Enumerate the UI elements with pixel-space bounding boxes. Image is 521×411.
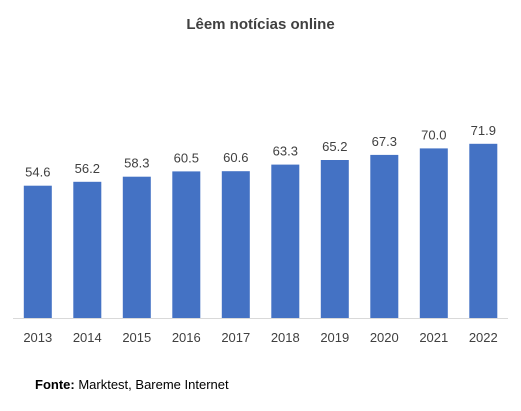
value-label-2017: 60.6: [223, 150, 248, 165]
source-text: Marktest, Bareme Internet: [74, 377, 229, 392]
x-tick-labels-layer: 2013 2014 2015 2016 2017 2018 2019 2020 2021 2022: [23, 330, 497, 345]
bar-2015: [122, 176, 151, 318]
x-tick-label-2014: 2014: [73, 330, 102, 345]
value-label-2015: 58.3: [124, 156, 149, 171]
bar-2022: [469, 143, 498, 318]
x-tick-label-2019: 2019: [320, 330, 349, 345]
value-label-2018: 63.3: [273, 144, 298, 159]
x-tick-label-2020: 2020: [370, 330, 399, 345]
bar-2018: [271, 164, 300, 318]
value-label-2020: 67.3: [372, 134, 397, 149]
x-tick-label-2018: 2018: [271, 330, 300, 345]
bars-layer: [23, 143, 498, 318]
value-label-2019: 65.2: [322, 139, 347, 154]
value-labels-layer: 54.6 56.2 58.3 60.5 60.6 63.3 65.2 67.3 70.0 71.9: [25, 123, 496, 180]
x-tick-label-2017: 2017: [221, 330, 250, 345]
bar-2013: [23, 185, 52, 318]
value-label-2022: 71.9: [471, 123, 496, 138]
source-label: Fonte:: [35, 377, 75, 392]
bar-2014: [73, 181, 102, 318]
value-label-2016: 60.5: [174, 150, 199, 165]
x-tick-label-2022: 2022: [469, 330, 498, 345]
bar-2017: [221, 171, 250, 318]
source-note: Fonte: Marktest, Bareme Internet: [35, 377, 229, 392]
x-tick-label-2016: 2016: [172, 330, 201, 345]
x-tick-label-2015: 2015: [122, 330, 151, 345]
value-label-2013: 54.6: [25, 165, 50, 180]
value-label-2021: 70.0: [421, 127, 446, 142]
bar-2021: [419, 148, 448, 318]
value-label-2014: 56.2: [75, 161, 100, 176]
bar-2020: [370, 154, 399, 318]
x-tick-label-2021: 2021: [419, 330, 448, 345]
bar-2019: [320, 160, 349, 318]
bar-2016: [172, 171, 201, 318]
x-tick-label-2013: 2013: [23, 330, 52, 345]
chart-title: Lêem notícias online: [186, 16, 335, 33]
